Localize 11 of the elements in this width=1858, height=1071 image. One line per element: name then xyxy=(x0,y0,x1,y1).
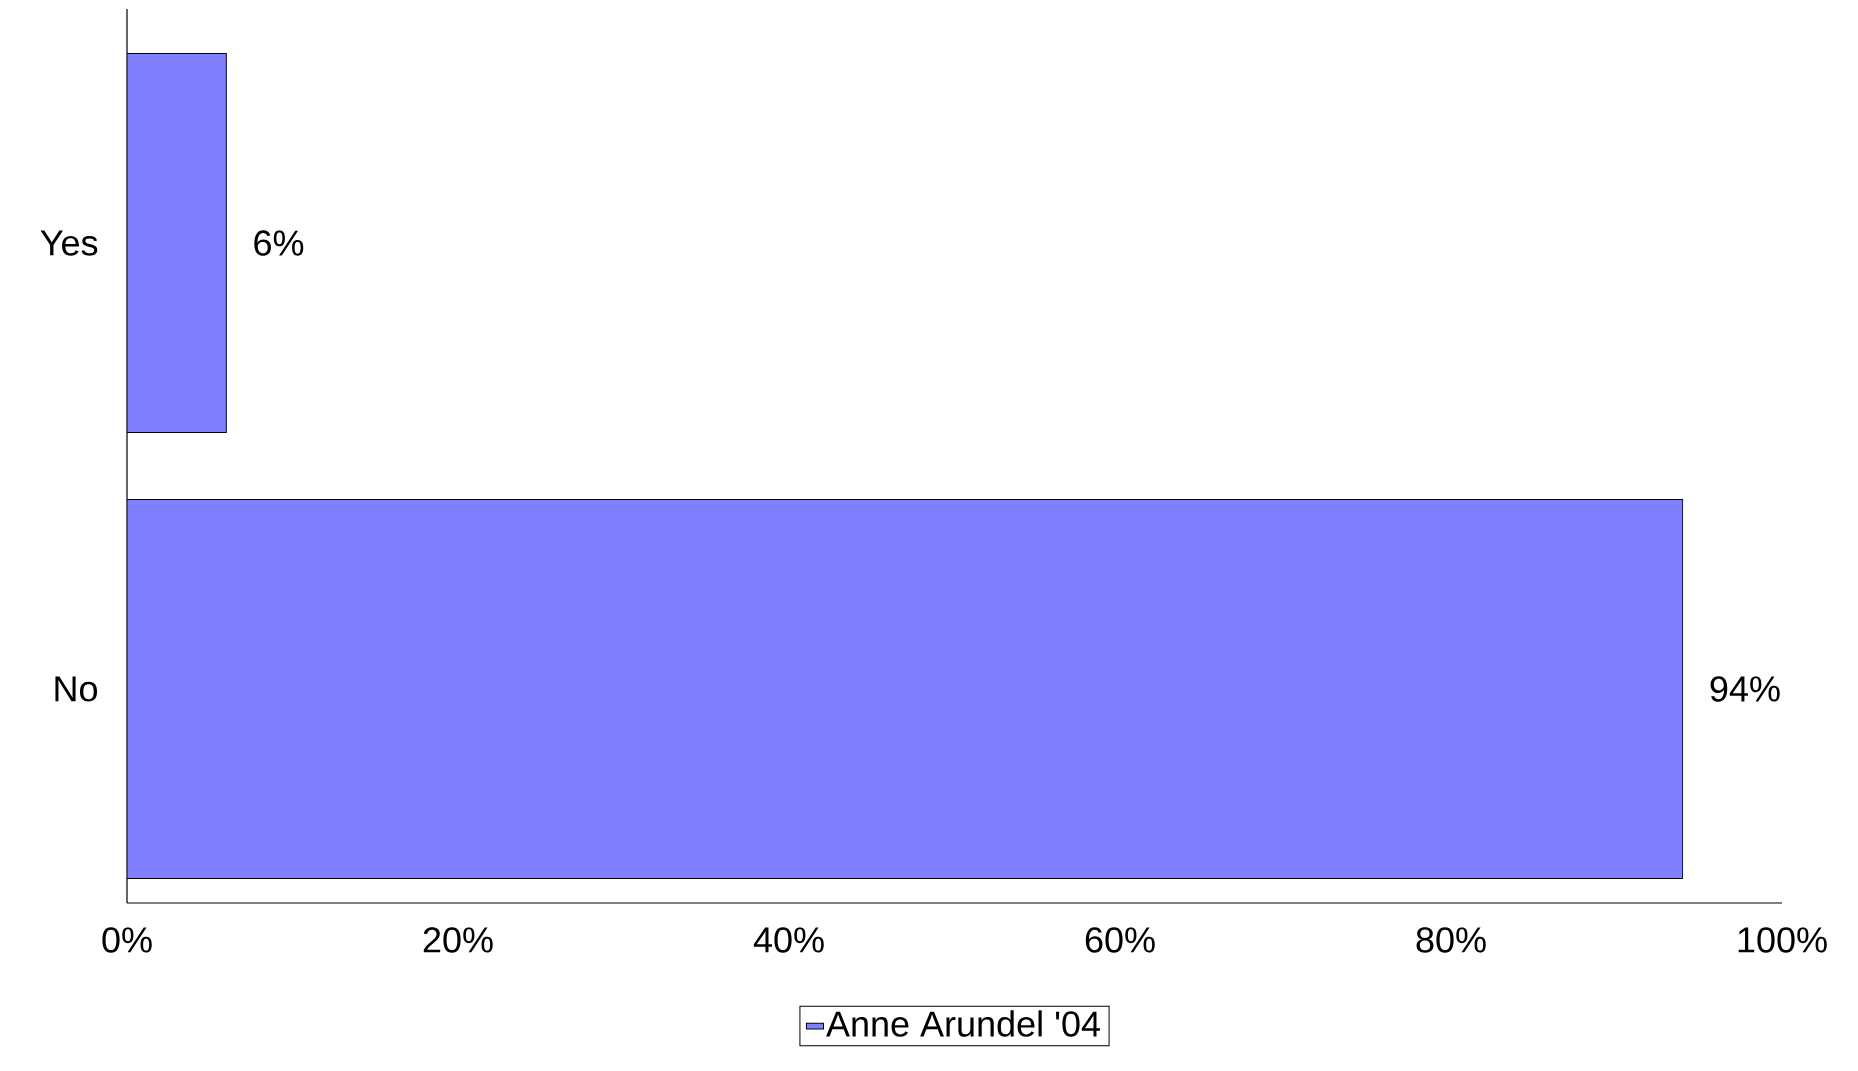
x-tick-label: 20% xyxy=(423,927,493,953)
x-tick-label: 60% xyxy=(1085,927,1155,953)
y-tick-label: Yes xyxy=(40,230,98,256)
legend-label: Anne Arundel '04 xyxy=(826,1010,1100,1037)
data-label: 94% xyxy=(1710,676,1780,702)
x-tick-label: 0% xyxy=(102,927,152,953)
x-tick-label: 80% xyxy=(1416,927,1486,953)
x-tick-label: 100% xyxy=(1738,927,1827,953)
x-tick-label: 40% xyxy=(753,927,824,953)
y-tick-label: No xyxy=(55,676,98,702)
data-label: 6% xyxy=(254,230,304,256)
